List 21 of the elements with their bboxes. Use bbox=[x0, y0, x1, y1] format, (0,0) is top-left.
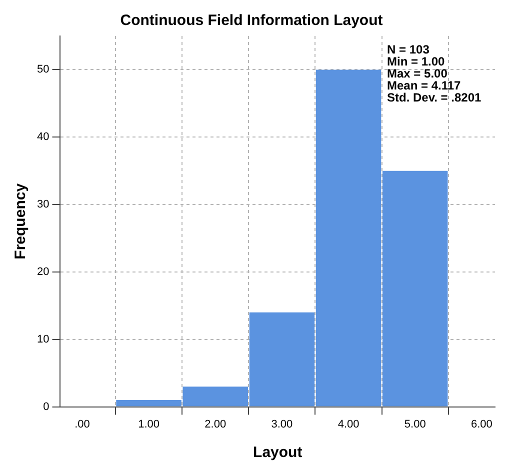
x-axis-title: Layout bbox=[253, 444, 302, 462]
y-tick-label: 50 bbox=[36, 64, 50, 76]
y-tick-label: 30 bbox=[36, 198, 50, 211]
annotation: Std. Dev. = .8201 bbox=[387, 90, 482, 104]
chart-title: Continuous Field Information Layout bbox=[120, 12, 383, 30]
annotation: Mean = 4.117 bbox=[387, 78, 462, 92]
x-tick-label: .00 bbox=[74, 418, 90, 430]
y-tick-label: 0 bbox=[43, 400, 50, 413]
annotation: N = 103 bbox=[387, 42, 430, 56]
x-tick-label: 4.00 bbox=[338, 418, 360, 430]
x-tick-label: 6.00 bbox=[470, 418, 492, 430]
x-tick-label: 5.00 bbox=[404, 418, 426, 430]
x-tick-label: 2.00 bbox=[204, 418, 226, 430]
y-tick-label: 10 bbox=[36, 333, 50, 346]
annotation: Min = 1.00 bbox=[387, 54, 446, 68]
annotation: Max = 5.00 bbox=[387, 66, 448, 80]
y-axis-title: Frequency bbox=[12, 182, 30, 260]
x-tick-label: 3.00 bbox=[271, 418, 293, 430]
y-tick-label: 20 bbox=[36, 266, 50, 278]
y-tick-label: 40 bbox=[36, 131, 50, 144]
x-tick-label: 1.00 bbox=[138, 418, 160, 430]
